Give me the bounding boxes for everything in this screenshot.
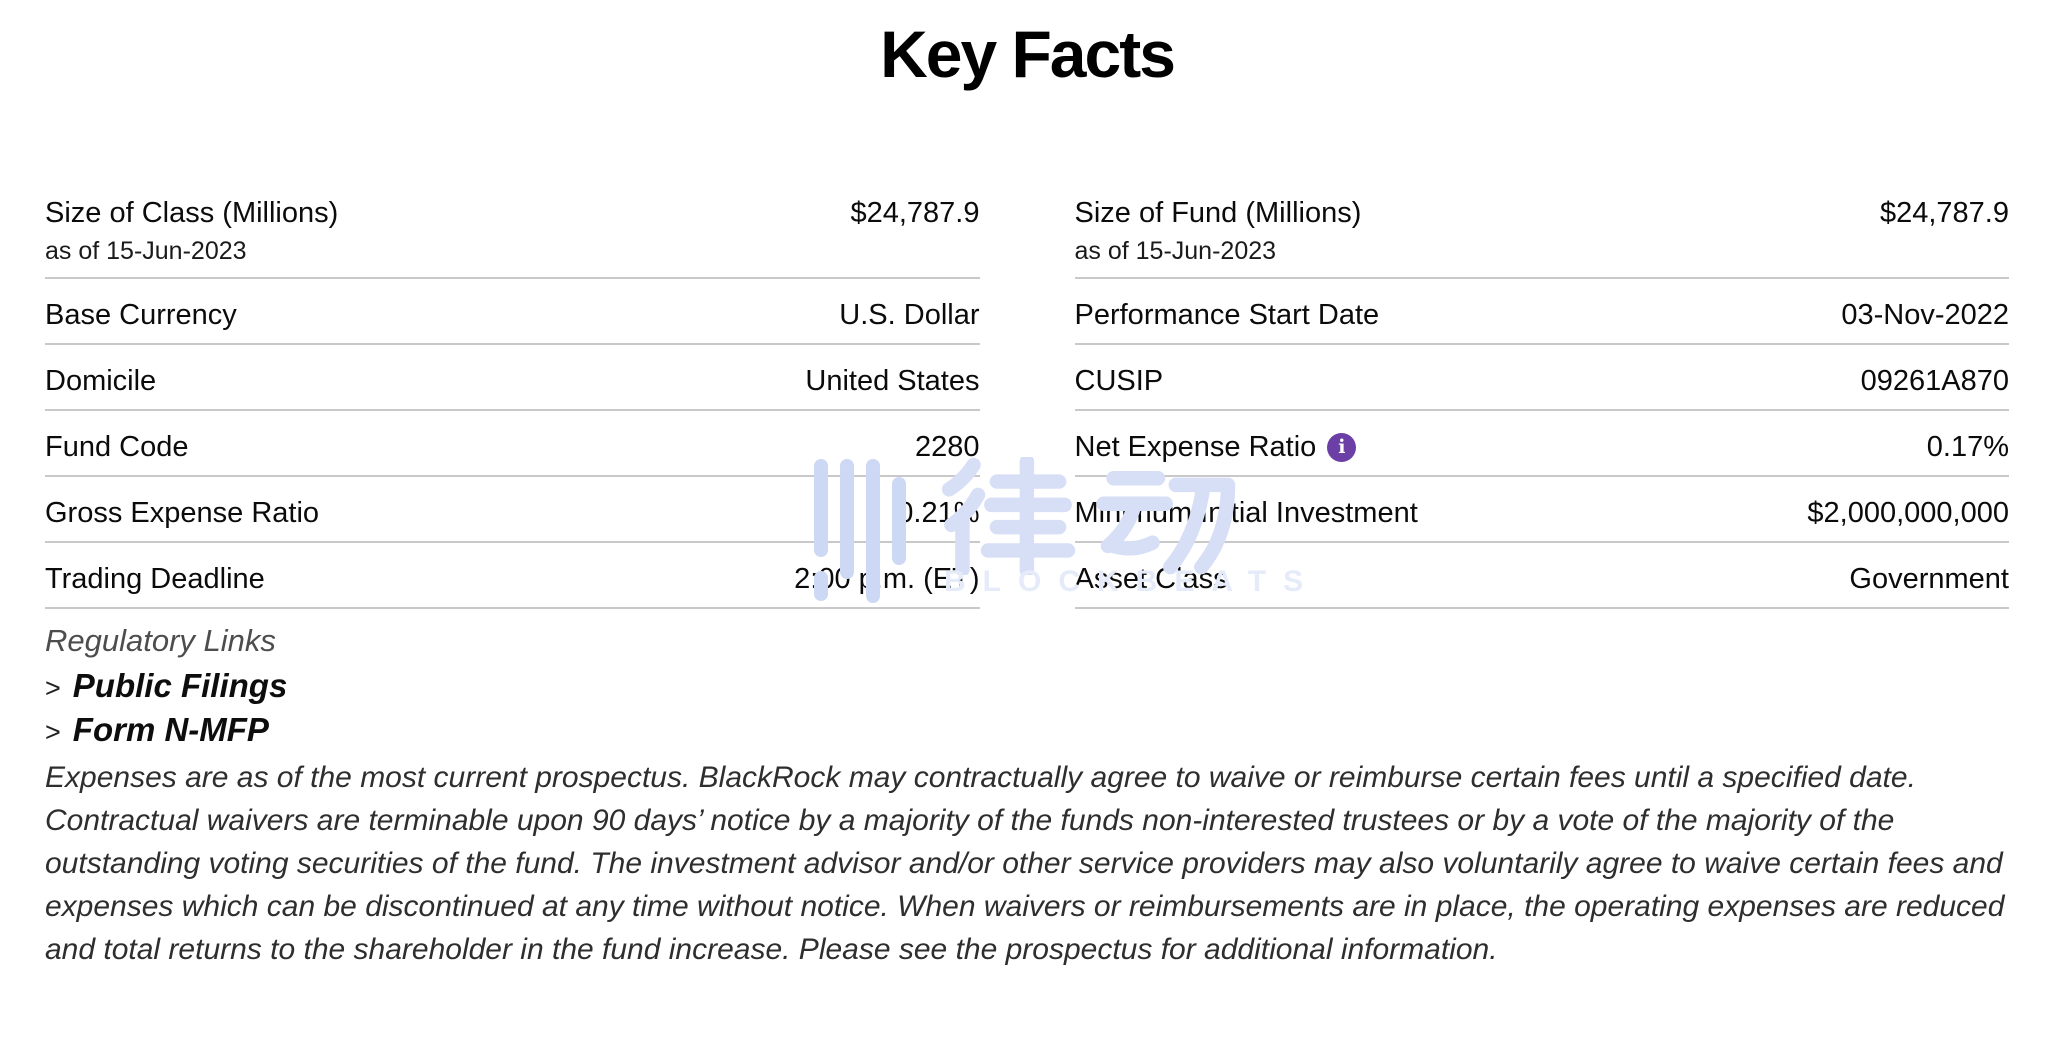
fact-row-cusip: CUSIP 09261A870 xyxy=(1074,345,2009,411)
fact-value: Government xyxy=(1849,563,2009,595)
fact-row-gross-expense-ratio: Gross Expense Ratio 0.21% xyxy=(45,477,980,543)
fact-row-asset-class: Asset Class Government xyxy=(1074,543,2009,609)
page-title: Key Facts xyxy=(880,17,1176,91)
public-filings-link[interactable]: > Public Filings xyxy=(45,665,2009,709)
fact-label: Base Currency xyxy=(45,299,237,331)
key-facts-left-column: Size of Class (Millions) as of 15-Jun-20… xyxy=(45,194,980,609)
fact-value: 2:00 p.m. (ET) xyxy=(794,563,980,595)
link-label: Public Filings xyxy=(72,667,288,704)
fact-value: U.S. Dollar xyxy=(839,299,980,331)
fact-label: Size of Class (Millions) xyxy=(45,197,339,229)
fact-value: United States xyxy=(805,365,980,397)
key-facts-columns: Size of Class (Millions) as of 15-Jun-20… xyxy=(45,194,2009,609)
key-facts-right-column: Size of Fund (Millions) as of 15-Jun-202… xyxy=(1074,194,2009,609)
fact-as-of-date: as of 15-Jun-2023 xyxy=(45,237,247,265)
link-label: Form N-MFP xyxy=(72,711,269,748)
regulatory-links-heading: Regulatory Links xyxy=(45,623,276,658)
fact-label: Performance Start Date xyxy=(1074,299,1380,331)
fact-label: Gross Expense Ratio xyxy=(45,497,320,529)
fact-label: Asset Class xyxy=(1074,563,1228,595)
info-icon[interactable]: i xyxy=(1327,432,1357,462)
fact-value: $24,787.9 xyxy=(850,197,980,229)
fact-row-trading-deadline: Trading Deadline 2:00 p.m. (ET) xyxy=(45,543,980,609)
fact-value: 03-Nov-2022 xyxy=(1841,299,2009,331)
fact-label: Domicile xyxy=(45,365,157,397)
fact-as-of-date: as of 15-Jun-2023 xyxy=(1074,237,1277,265)
fact-row-size-of-fund: Size of Fund (Millions) as of 15-Jun-202… xyxy=(1074,194,2009,279)
fact-row-minimum-initial-investment: Minimum Initial Investment $2,000,000,00… xyxy=(1074,477,2009,543)
fact-row-fund-code: Fund Code 2280 xyxy=(45,411,980,477)
fact-row-base-currency: Base Currency U.S. Dollar xyxy=(45,279,980,345)
key-facts-page: Key Facts Size of Class (Millions) as of… xyxy=(0,16,2054,1042)
fact-label: Fund Code xyxy=(45,431,189,463)
fact-value: 0.21% xyxy=(897,497,980,529)
fact-label: Size of Fund (Millions) xyxy=(1074,197,1362,229)
fact-row-performance-start-date: Performance Start Date 03-Nov-2022 xyxy=(1074,279,2009,345)
fact-row-domicile: Domicile United States xyxy=(45,345,980,411)
fact-label: Trading Deadline xyxy=(45,563,265,595)
expenses-disclaimer-text: Expenses are as of the most current pros… xyxy=(45,761,2005,966)
fact-row-size-of-class: Size of Class (Millions) as of 15-Jun-20… xyxy=(45,194,980,279)
fact-label: CUSIP xyxy=(1074,365,1164,397)
fact-label: Net Expense Ratio xyxy=(1074,431,1317,463)
fact-value: 09261A870 xyxy=(1860,365,2009,397)
fact-value: 2280 xyxy=(914,431,980,463)
fact-value: $2,000,000,000 xyxy=(1807,497,2009,529)
fact-row-net-expense-ratio: Net Expense Ratio i 0.17% xyxy=(1074,411,2009,477)
chevron-right-icon: > xyxy=(45,717,61,747)
fact-value: 0.17% xyxy=(1926,431,2009,463)
fact-label: Minimum Initial Investment xyxy=(1074,497,1418,529)
regulatory-links-section: Regulatory Links > Public Filings > Form N… xyxy=(45,621,2009,753)
fact-value: $24,787.9 xyxy=(1879,197,2009,229)
form-n-mfp-link[interactable]: > Form N-MFP xyxy=(45,709,2009,753)
chevron-right-icon: > xyxy=(45,673,61,703)
